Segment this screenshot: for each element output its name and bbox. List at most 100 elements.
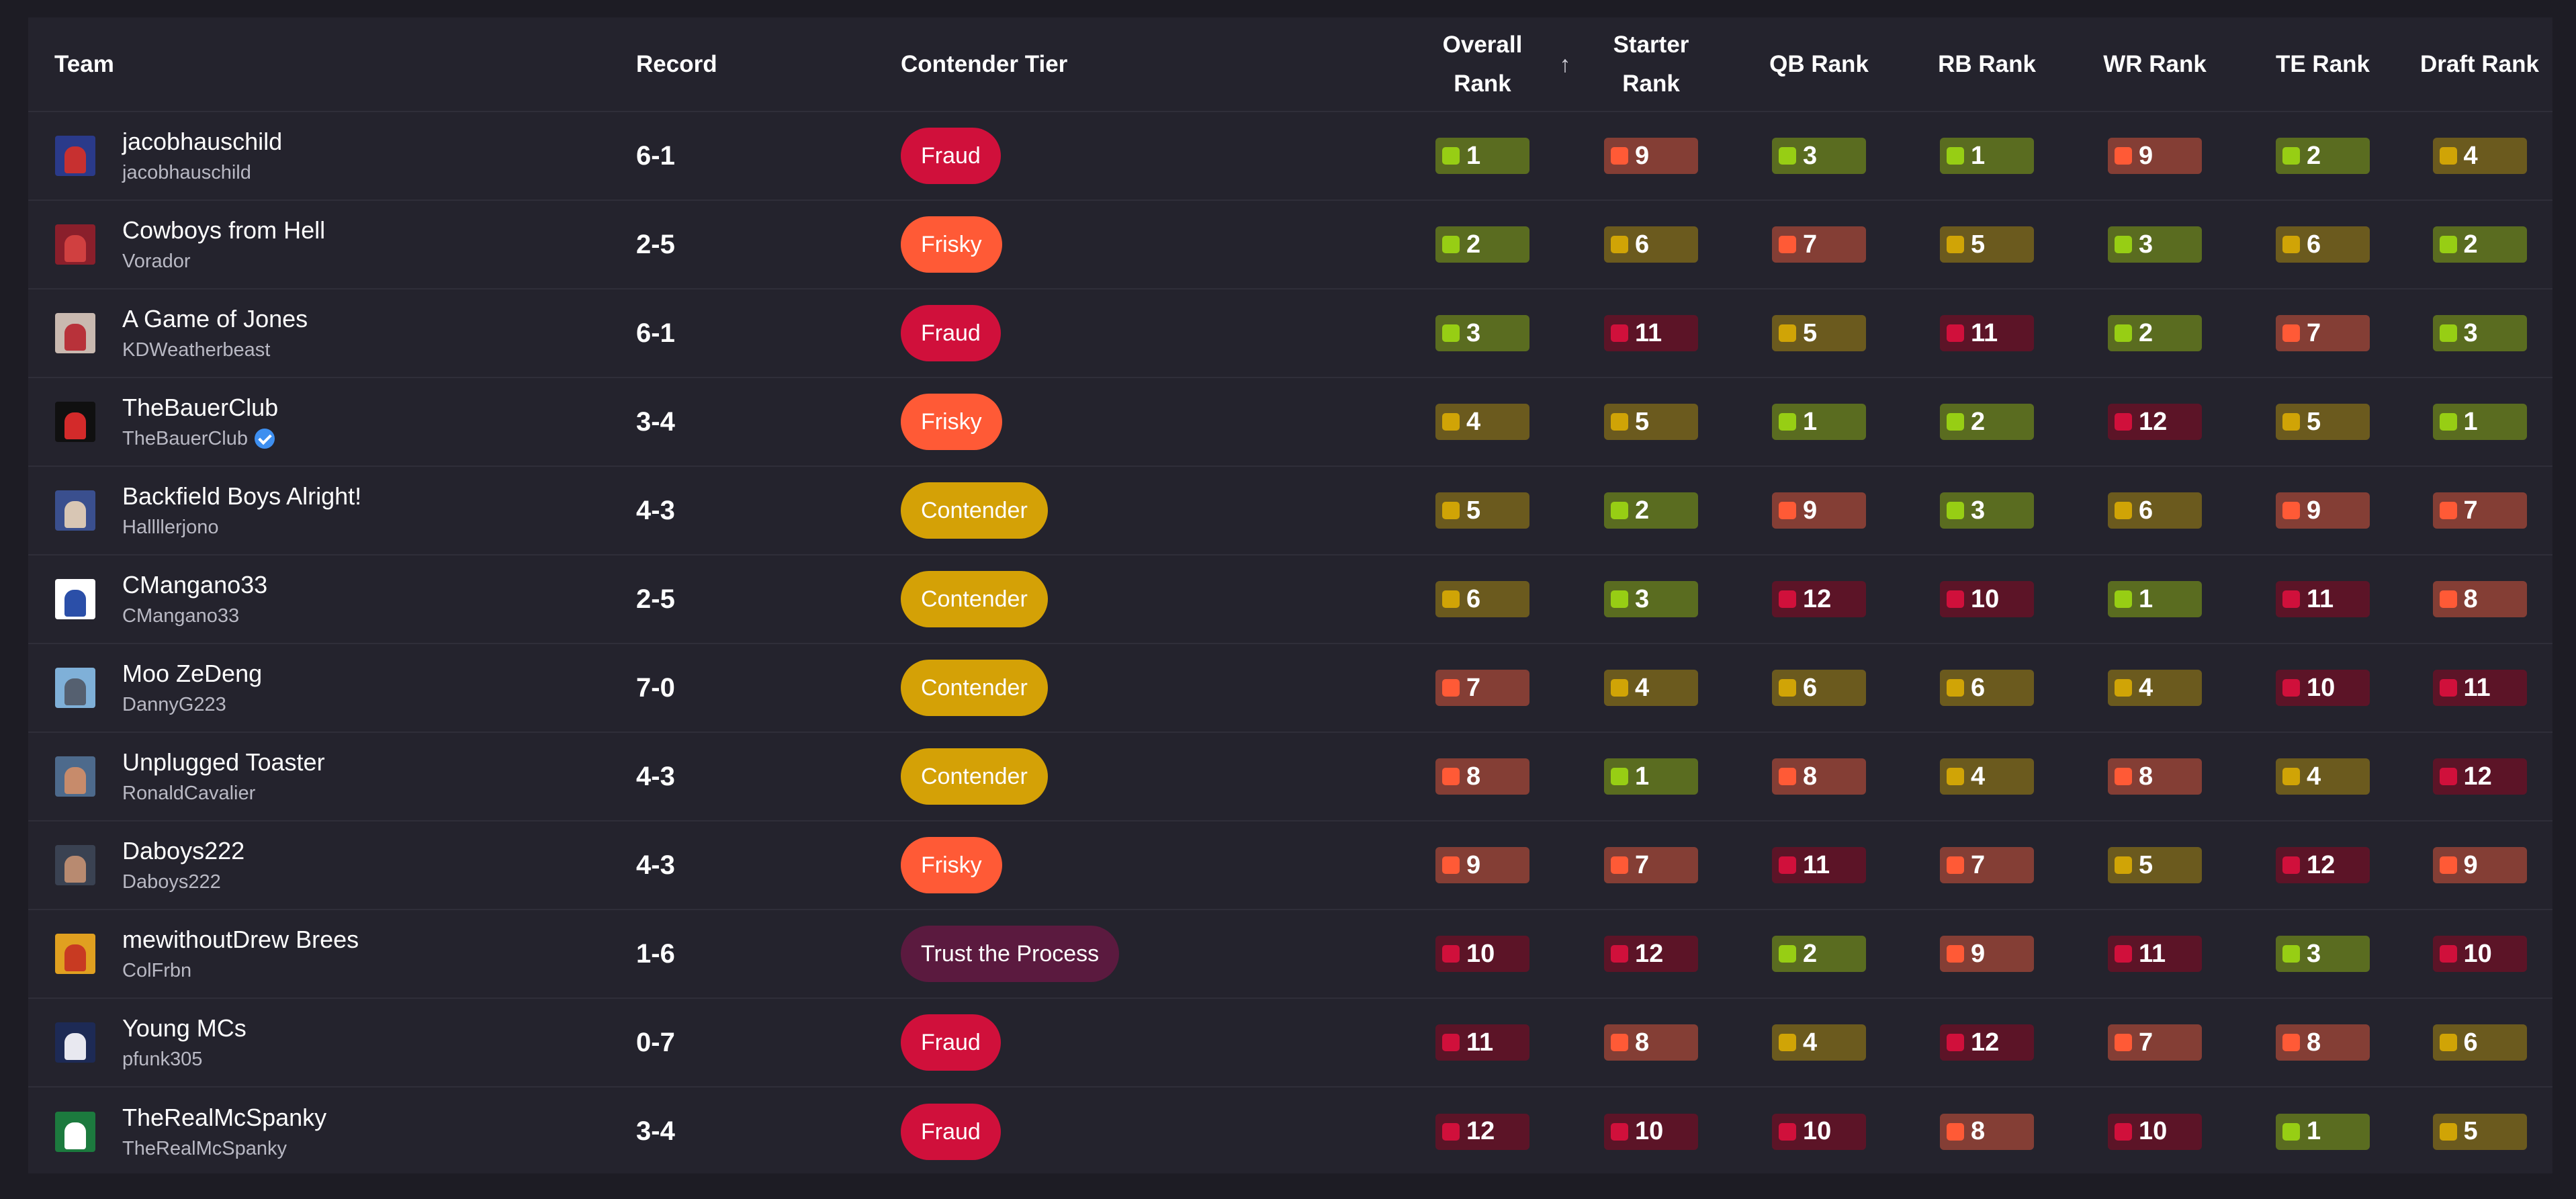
te-rank-badge: 7 (2276, 315, 2370, 351)
te-rank-badge: 2 (2276, 138, 2370, 174)
rank-level-indicator (2115, 856, 2132, 874)
rank-level-indicator (1947, 147, 1964, 165)
overall-rank-badge: 2 (1435, 226, 1529, 263)
draft-rank-badge: 10 (2432, 936, 2527, 972)
team-avatar (55, 402, 95, 442)
team-name[interactable]: Daboys222 (122, 837, 245, 864)
team-name[interactable]: Moo ZeDeng (122, 660, 263, 687)
team-cell[interactable]: Young MCs pfunk305 (28, 1012, 636, 1073)
team-name[interactable]: TheBauerClub (122, 394, 279, 421)
rank-level-indicator (2439, 147, 2457, 165)
contender-tier-badge: Contender (901, 482, 1048, 539)
team-name[interactable]: jacobhauschild (122, 128, 283, 155)
rank-level-indicator (1779, 768, 1796, 785)
table-row[interactable]: Daboys222 Daboys222 4-3 Frisky 9 7 11 7 5 12 9 (28, 821, 2552, 909)
rank-level-indicator (1611, 324, 1628, 342)
draft-rank-badge: 7 (2432, 492, 2527, 529)
column-header-rb-rank[interactable]: RB Rank (1938, 50, 2036, 77)
qb-rank-badge: 5 (1772, 315, 1866, 351)
team-cell[interactable]: Unplugged Toaster RonaldCavalier (28, 746, 636, 807)
team-name[interactable]: A Game of Jones (122, 305, 308, 332)
table-row[interactable]: Unplugged Toaster RonaldCavalier 4-3 Conten… (28, 732, 2552, 821)
team-cell[interactable]: A Game of Jones KDWeatherbeast (28, 302, 636, 364)
rank-level-indicator (1947, 679, 1964, 697)
team-owner: jacobhauschild (122, 162, 251, 183)
rank-level-indicator (2282, 768, 2300, 785)
draft-rank-badge: 9 (2432, 847, 2527, 883)
team-cell[interactable]: Moo ZeDeng DannyG223 (28, 657, 636, 719)
team-owner: ColFrbn (122, 960, 192, 981)
column-header-record[interactable]: Record (636, 50, 717, 77)
rank-level-indicator (1611, 856, 1628, 874)
team-record: 4-3 (636, 761, 675, 791)
table-row[interactable]: TheBauerClub TheBauerClub 3-4 Frisky 4 5 1 2 12 5… (28, 378, 2552, 466)
column-header-draft-rank[interactable]: Draft Rank (2420, 50, 2539, 77)
rank-level-indicator (1779, 147, 1796, 165)
wr-rank-badge: 12 (2108, 404, 2202, 440)
wr-rank-badge: 5 (2108, 847, 2202, 883)
team-name[interactable]: mewithoutDrew Brees (122, 926, 359, 953)
column-header-starter-rank[interactable]: Starter Rank (1613, 31, 1689, 97)
contender-tier-badge: Fraud (901, 1103, 1001, 1160)
sort-ascending-icon[interactable]: ↑ (1559, 51, 1571, 77)
table-row[interactable]: Young MCs pfunk305 0-7 Fraud 11 8 4 12 7 8 6 (28, 998, 2552, 1087)
column-header-overall-rank[interactable]: Overall Rank ↑ (1398, 17, 1571, 112)
column-header-te-rank[interactable]: TE Rank (2275, 50, 2370, 77)
rank-level-indicator (1947, 413, 1964, 431)
rank-level-indicator (2115, 768, 2132, 785)
team-cell[interactable]: TheBauerClub TheBauerClub (28, 391, 636, 453)
rank-level-indicator (2439, 768, 2457, 785)
te-rank-badge: 12 (2276, 847, 2370, 883)
draft-rank-badge: 5 (2432, 1113, 2527, 1150)
team-record: 0-7 (636, 1027, 675, 1057)
rank-level-indicator (1442, 679, 1460, 697)
team-record: 7-0 (636, 672, 675, 703)
team-name[interactable]: Young MCs (122, 1014, 247, 1042)
team-name[interactable]: CMangano33 (122, 571, 268, 598)
team-name[interactable]: TheRealMcSpanky (122, 1103, 327, 1131)
column-header-wr-rank[interactable]: WR Rank (2103, 50, 2207, 77)
team-cell[interactable]: mewithoutDrew Brees ColFrbn (28, 923, 636, 985)
starter-rank-badge: 2 (1604, 492, 1698, 529)
table-row[interactable]: Cowboys from Hell Vorador 2-5 Frisky 2 6 7 5 3 6 2 (28, 200, 2552, 289)
qb-rank-badge: 9 (1772, 492, 1866, 529)
qb-rank-badge: 3 (1772, 138, 1866, 174)
te-rank-badge: 4 (2276, 758, 2370, 795)
te-rank-badge: 10 (2276, 670, 2370, 706)
team-cell[interactable]: Cowboys from Hell Vorador (28, 214, 636, 275)
rank-level-indicator (2282, 236, 2300, 253)
rank-level-indicator (2115, 679, 2132, 697)
te-rank-badge: 9 (2276, 492, 2370, 529)
table-row[interactable]: A Game of Jones KDWeatherbeast 6-1 Fraud 3 11… (28, 289, 2552, 378)
team-name[interactable]: Backfield Boys Alright! (122, 482, 362, 510)
rb-rank-badge: 11 (1940, 315, 2034, 351)
team-cell[interactable]: Backfield Boys Alright! Hallllerjono (28, 480, 636, 541)
column-header-contender-tier[interactable]: Contender Tier (901, 50, 1068, 77)
rank-level-indicator (1442, 324, 1460, 342)
overall-rank-badge: 6 (1435, 581, 1529, 617)
starter-rank-badge: 3 (1604, 581, 1698, 617)
team-name[interactable]: Cowboys from Hell (122, 216, 326, 244)
rank-level-indicator (2439, 236, 2457, 253)
table-row[interactable]: TheRealMcSpanky TheRealMcSpanky 3-4 Fraud 12… (28, 1087, 2552, 1175)
team-cell[interactable]: Daboys222 Daboys222 (28, 834, 636, 896)
table-row[interactable]: Backfield Boys Alright! Hallllerjono 4-3 Co… (28, 466, 2552, 555)
team-cell[interactable]: jacobhauschild jacobhauschild (28, 125, 636, 187)
column-header-team[interactable]: Team (54, 50, 114, 77)
contender-tier-badge: Fraud (901, 1014, 1001, 1071)
rb-rank-badge: 3 (1940, 492, 2034, 529)
team-cell[interactable]: TheRealMcSpanky TheRealMcSpanky (28, 1101, 636, 1163)
column-header-qb-rank[interactable]: QB Rank (1769, 50, 1869, 77)
team-name[interactable]: Unplugged Toaster (122, 748, 325, 776)
team-cell[interactable]: CMangano33 CMangano33 (28, 568, 636, 630)
table-row[interactable]: jacobhauschild jacobhauschild 6-1 Fraud 1 9 3 1… (28, 112, 2552, 200)
rank-level-indicator (2282, 945, 2300, 963)
rank-level-indicator (1442, 945, 1460, 963)
contender-tier-badge: Contender (901, 748, 1048, 805)
table-row[interactable]: CMangano33 CMangano33 2-5 Contender 6 3 12 10 1 1… (28, 555, 2552, 643)
table-row[interactable]: mewithoutDrew Brees ColFrbn 1-6 Trust the P… (28, 909, 2552, 998)
table-row[interactable]: Moo ZeDeng DannyG223 7-0 Contender 7 4 6 6 4 10 11 (28, 643, 2552, 732)
table-body: jacobhauschild jacobhauschild 6-1 Fraud 1 9 3 1… (28, 112, 2552, 1175)
rank-level-indicator (1779, 236, 1796, 253)
team-avatar (55, 934, 95, 974)
